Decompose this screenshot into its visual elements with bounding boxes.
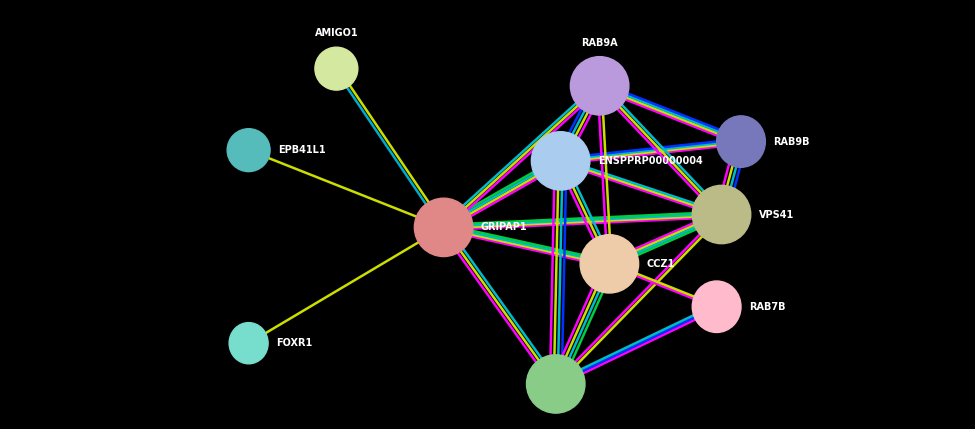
Ellipse shape [580, 235, 639, 293]
Text: GRIPAP1: GRIPAP1 [481, 222, 527, 233]
Ellipse shape [227, 129, 270, 172]
Ellipse shape [526, 355, 585, 413]
Text: CCZ1: CCZ1 [646, 259, 675, 269]
Ellipse shape [315, 47, 358, 90]
Text: RAB7B: RAB7B [749, 302, 785, 312]
Ellipse shape [414, 198, 473, 257]
Ellipse shape [229, 323, 268, 364]
Text: FOXR1: FOXR1 [276, 338, 312, 348]
Ellipse shape [692, 281, 741, 332]
Ellipse shape [717, 116, 765, 167]
Text: EPB41L1: EPB41L1 [278, 145, 326, 155]
Text: ENSPPRP00000004: ENSPPRP00000004 [598, 156, 702, 166]
Text: RAB9A: RAB9A [581, 38, 618, 48]
Ellipse shape [531, 132, 590, 190]
Text: VPS41: VPS41 [759, 209, 794, 220]
Text: AMIGO1: AMIGO1 [315, 28, 358, 38]
Ellipse shape [692, 185, 751, 244]
Text: RAB9B: RAB9B [773, 136, 809, 147]
Ellipse shape [570, 57, 629, 115]
